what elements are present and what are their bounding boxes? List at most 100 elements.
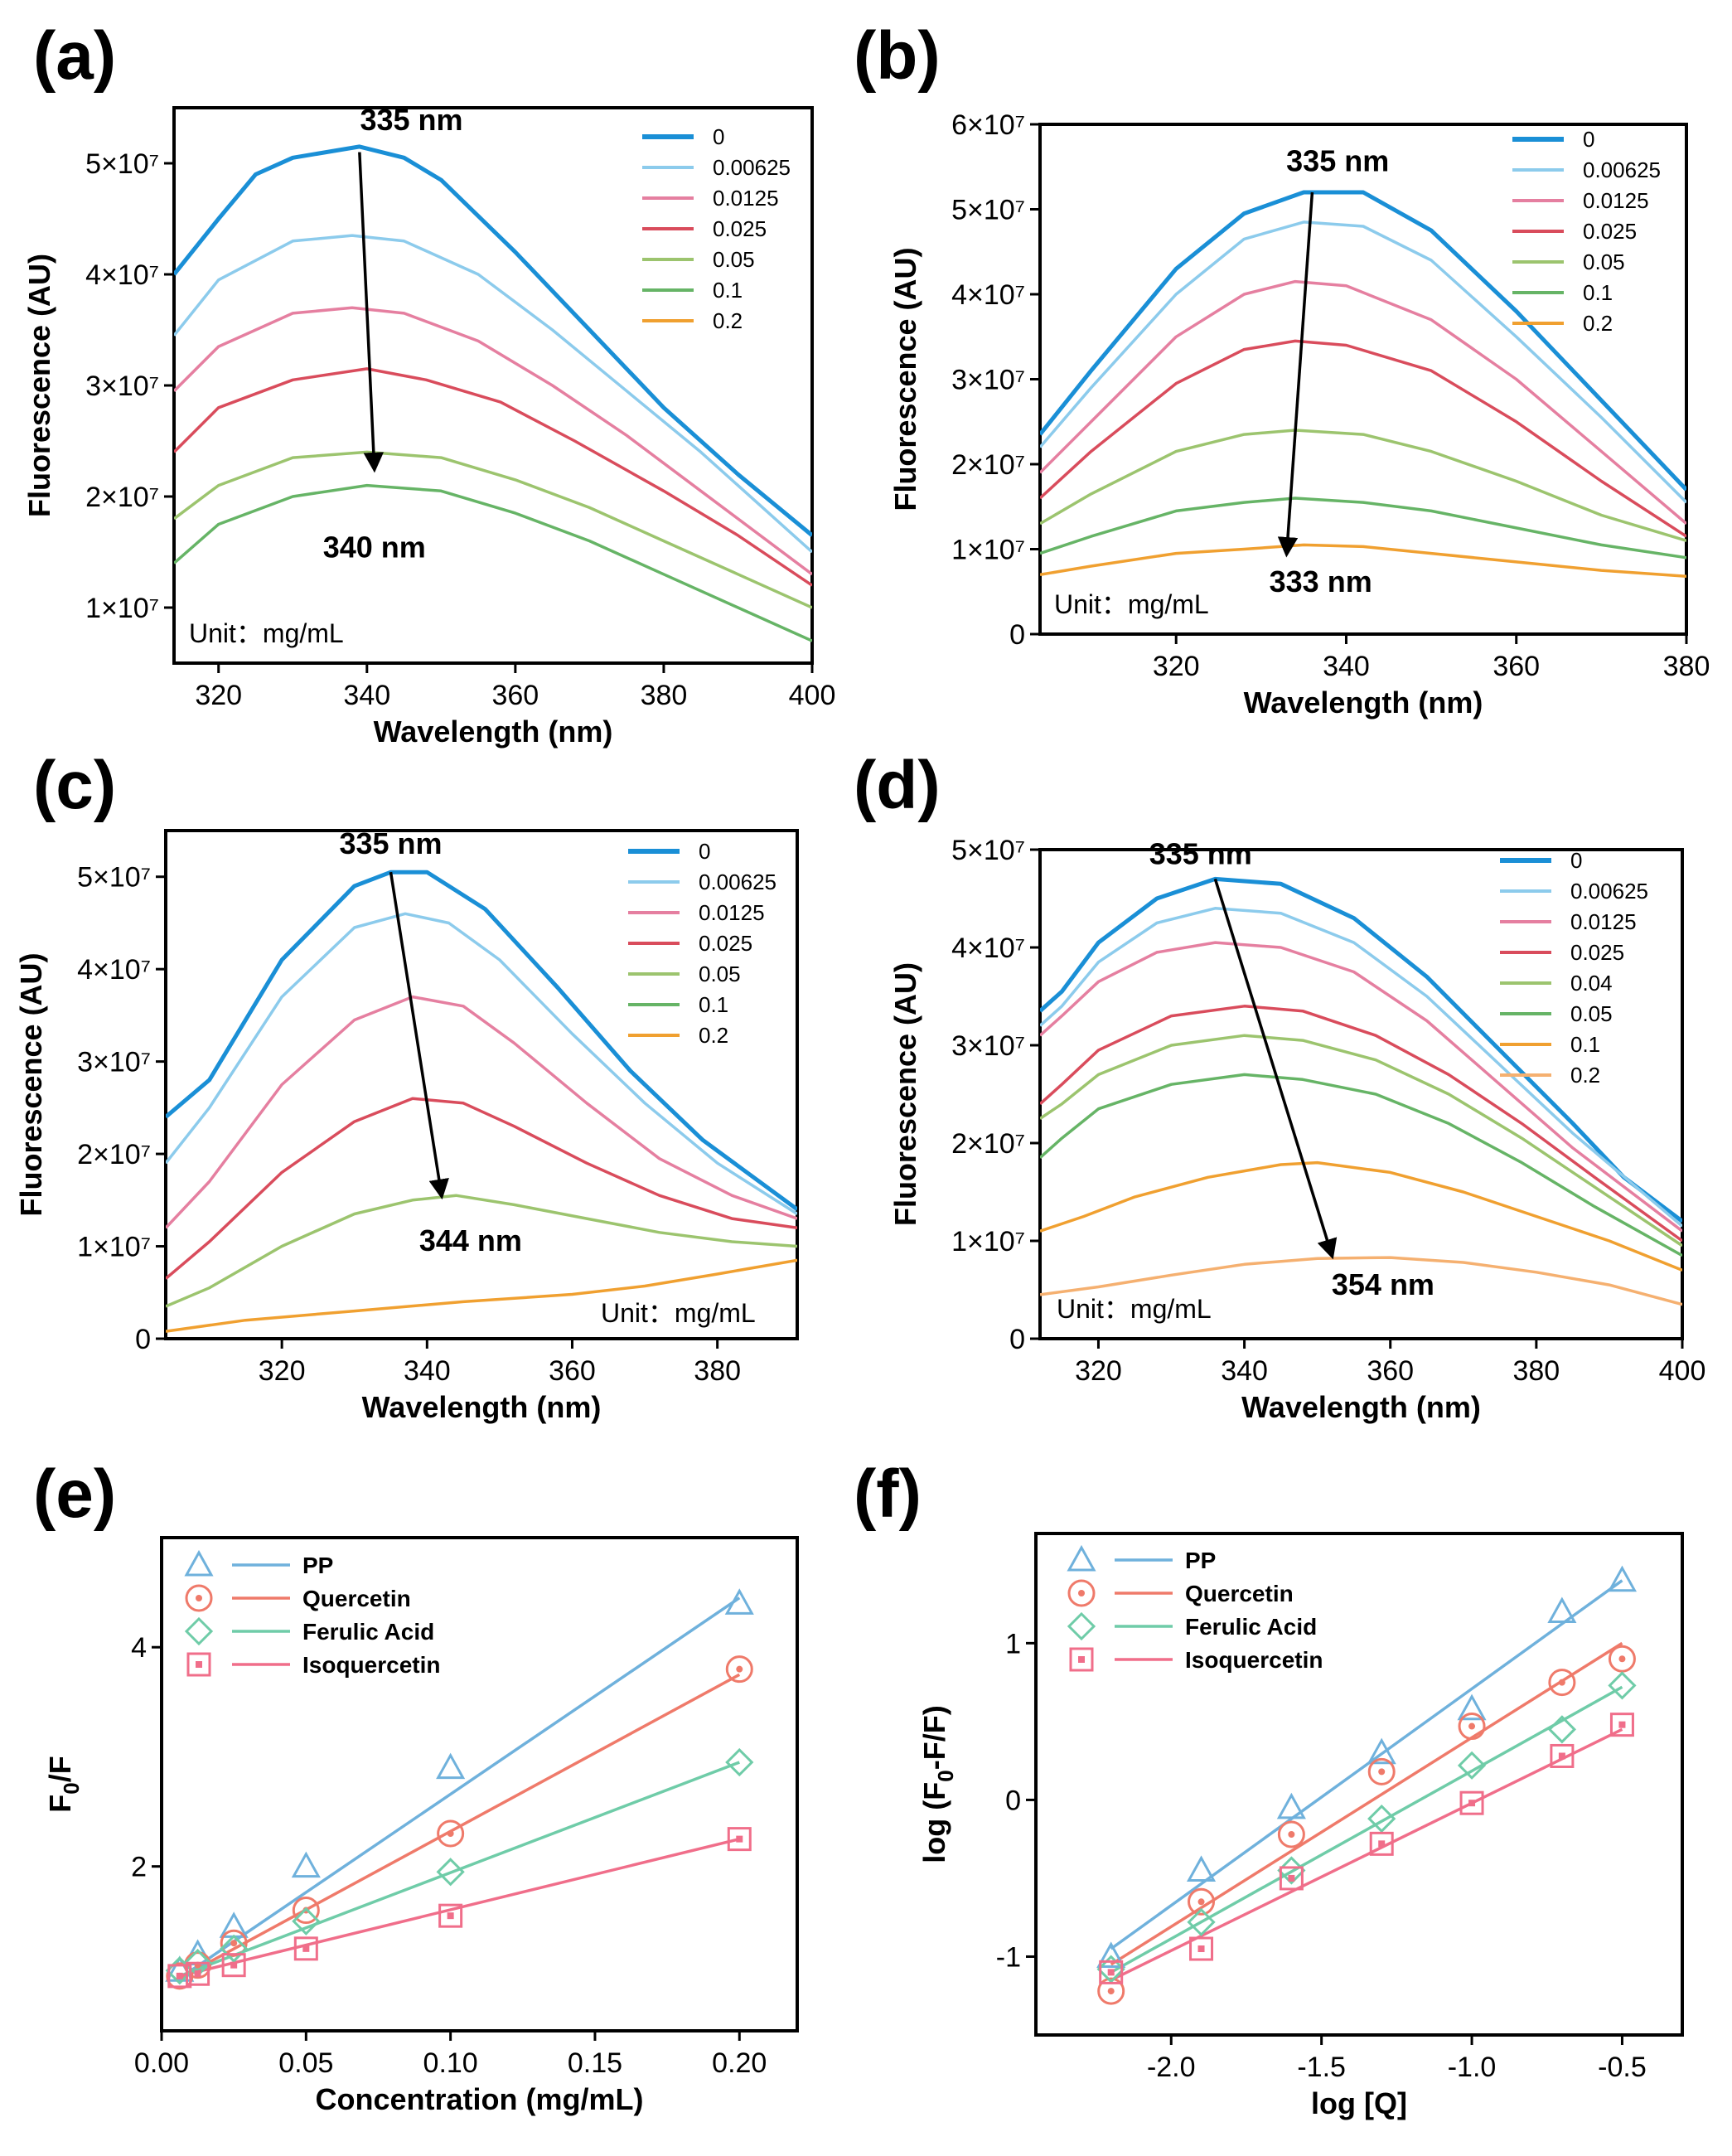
- legend-entry: 0.00625: [1570, 879, 1648, 904]
- series-line-0.05: [1040, 1073, 1682, 1257]
- panel-label: (e): [33, 1456, 116, 1532]
- x-tick-label: 0.20: [712, 2047, 767, 2079]
- peak-annotation: 335 nm: [360, 103, 462, 137]
- x-tick-label: 360: [549, 1355, 596, 1387]
- legend-entry: 0.025: [699, 931, 752, 956]
- unit-note: Unit：mg/mL: [189, 618, 344, 648]
- plot-area: [1096, 1565, 1637, 2005]
- y-tick-label: 0: [135, 1324, 151, 1355]
- data-point: [1099, 1960, 1124, 1984]
- data-point: [1548, 1669, 1576, 1697]
- fit-line-PP: [1110, 1579, 1623, 1950]
- legend-entry: 0.1: [699, 992, 728, 1017]
- panel-b: (b) 320 340 360 380 0 1×10⁷ 2×10⁷ 3×10⁷ 4×10⁷ 5×10…: [854, 18, 1710, 719]
- x-tick-label: 0.00: [134, 2047, 189, 2079]
- fit-line-Isoquercetin: [1110, 1727, 1623, 1982]
- data-point: [1279, 1866, 1304, 1891]
- series-line-0.0125: [1040, 941, 1682, 1233]
- y-tick-label: 4×10⁷: [951, 933, 1025, 964]
- y-tick-label: 2×10⁷: [951, 449, 1025, 481]
- peak-annotation: 354 nm: [1332, 1267, 1434, 1301]
- legend-marker-center: [1078, 1656, 1085, 1663]
- data-point: [167, 1964, 192, 1989]
- data-point: [1096, 1955, 1125, 1984]
- data-point-center: [1618, 1655, 1626, 1663]
- series-line-0.05: [166, 1194, 797, 1308]
- y-axis-label-tail: -F/F): [917, 1705, 951, 1770]
- panel-label: (b): [854, 18, 941, 94]
- y-tick-label: 1×10⁷: [951, 1226, 1025, 1257]
- peak-annotation: 340 nm: [323, 531, 426, 564]
- legend-entry: 0.025: [1570, 940, 1624, 965]
- panel-label: (a): [33, 18, 116, 94]
- x-tick-label: 400: [789, 680, 836, 711]
- data-point: [220, 1934, 249, 1963]
- x-tick-label: -1.0: [1448, 2052, 1497, 2083]
- y-tick-label: 2: [131, 1852, 147, 1883]
- legend-entry: Isoquercetin: [1185, 1647, 1323, 1673]
- plot-frame: [164, 829, 799, 1340]
- peak-annotation: 333 nm: [1270, 564, 1372, 598]
- data-point: [1276, 1792, 1306, 1819]
- x-tick-label: 340: [1323, 651, 1370, 682]
- data-point: [1458, 1713, 1486, 1741]
- data-point-center: [230, 1961, 238, 1969]
- series-line-0.025: [174, 367, 812, 587]
- y-axis-label-sub: 0: [933, 1770, 958, 1781]
- data-point: [1457, 1751, 1487, 1780]
- x-tick-label: 0.05: [278, 2047, 333, 2079]
- legend-entry: 0.0125: [1570, 909, 1637, 934]
- data-point-center: [302, 1945, 310, 1952]
- y-axis-label-sub: 0: [59, 1782, 84, 1794]
- series-line-0.05: [1040, 429, 1686, 542]
- data-point-center: [1468, 1800, 1476, 1807]
- plot-frame: [160, 1536, 799, 2032]
- y-axis-label: log (F0-F/F): [917, 1705, 958, 1863]
- legend-marker-center: [1078, 1590, 1085, 1596]
- series-line-0.00625: [166, 912, 797, 1215]
- data-point: [1609, 1713, 1634, 1737]
- x-tick-label: 340: [404, 1355, 451, 1387]
- plot-area: [1040, 190, 1686, 579]
- legend-marker: [184, 1616, 214, 1646]
- data-point: [221, 1953, 246, 1978]
- plot-frame: [1038, 848, 1684, 1340]
- plot-area: [174, 144, 812, 642]
- y-tick-label: 3×10⁷: [85, 371, 159, 402]
- x-axis-label: Wavelength (nm): [1241, 1390, 1481, 1424]
- legend-entry: 0.0125: [1583, 188, 1649, 213]
- legend-entry: Quercetin: [302, 1586, 411, 1611]
- legend-entry: 0.2: [699, 1023, 728, 1048]
- data-point: [1369, 1831, 1394, 1856]
- panel-label: (c): [33, 748, 116, 823]
- data-point: [438, 1903, 463, 1928]
- x-tick-label: 360: [491, 680, 539, 711]
- legend-entry: 0.05: [713, 247, 755, 272]
- x-tick-label: 340: [343, 680, 390, 711]
- data-point-center: [1468, 1722, 1476, 1730]
- y-tick-label: 4×10⁷: [951, 279, 1025, 311]
- series-line-0.1: [174, 483, 812, 642]
- data-point-center: [1107, 1988, 1115, 1995]
- legend-entry: 0.025: [1583, 219, 1637, 244]
- y-tick-label: 3×10⁷: [951, 1030, 1025, 1062]
- y-tick-label: 1×10⁷: [77, 1232, 151, 1263]
- y-tick-label: 2×10⁷: [77, 1139, 151, 1170]
- y-tick-label: 1×10⁷: [951, 535, 1025, 566]
- legend-entry: 0: [713, 124, 724, 149]
- y-tick-label: -1: [996, 1941, 1021, 1973]
- legend-marker: [1069, 1647, 1094, 1672]
- data-point: [725, 1655, 753, 1684]
- x-tick-label: 320: [1075, 1355, 1122, 1387]
- x-tick-label: 340: [1221, 1355, 1268, 1387]
- legend-entry: 0.025: [713, 216, 767, 241]
- y-tick-label: 2×10⁷: [951, 1128, 1025, 1160]
- data-point-center: [1618, 1721, 1626, 1728]
- data-point: [724, 1588, 754, 1615]
- x-tick-label: 380: [641, 680, 688, 711]
- y-axis-label-tail: /F: [43, 1756, 77, 1782]
- x-tick-label: 380: [1663, 651, 1710, 682]
- y-tick-label: 0: [1005, 1785, 1021, 1816]
- x-axis-label: Wavelength (nm): [362, 1390, 602, 1424]
- y-axis-label: F0/F: [43, 1756, 84, 1812]
